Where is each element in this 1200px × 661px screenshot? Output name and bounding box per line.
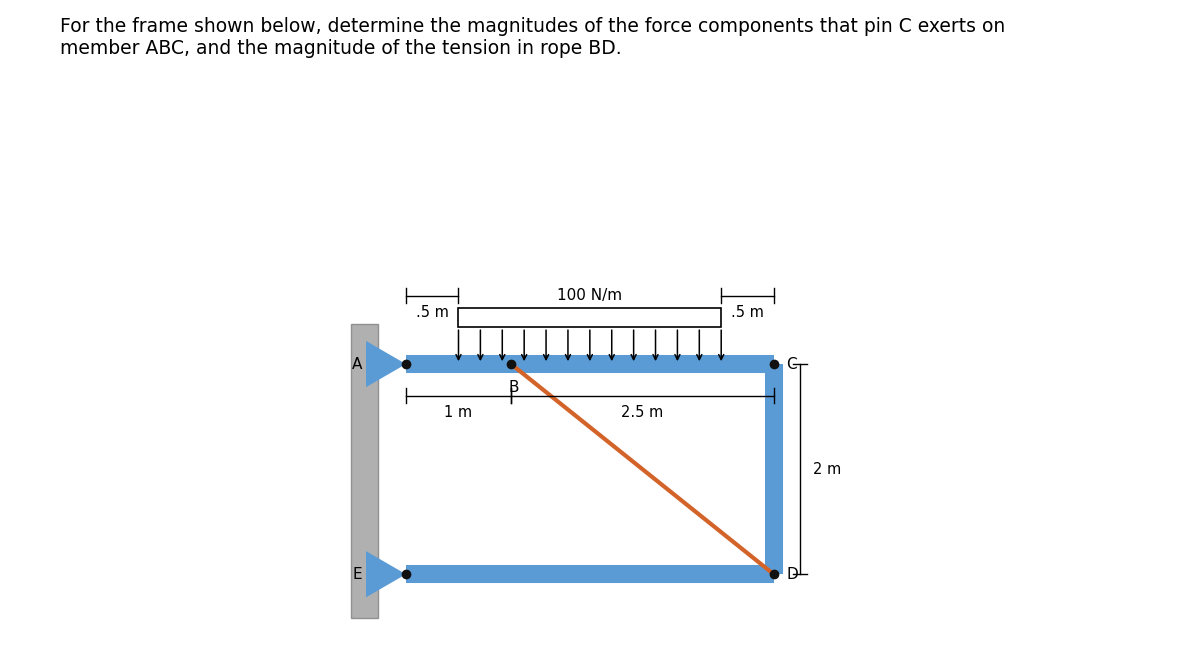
Text: 100 N/m: 100 N/m bbox=[557, 288, 623, 303]
Bar bbox=[352, 324, 378, 618]
Text: B: B bbox=[509, 380, 520, 395]
Text: A: A bbox=[352, 356, 362, 371]
Text: 2.5 m: 2.5 m bbox=[622, 405, 664, 420]
Text: For the frame shown below, determine the magnitudes of the force components that: For the frame shown below, determine the… bbox=[60, 17, 1006, 58]
Text: D: D bbox=[786, 566, 798, 582]
Polygon shape bbox=[366, 341, 406, 387]
Bar bbox=[458, 309, 721, 327]
Polygon shape bbox=[366, 551, 406, 598]
Text: 1 m: 1 m bbox=[444, 405, 473, 420]
Text: 2 m: 2 m bbox=[812, 461, 841, 477]
Text: .5 m: .5 m bbox=[731, 305, 764, 320]
Text: C: C bbox=[786, 356, 797, 371]
Text: .5 m: .5 m bbox=[415, 305, 449, 320]
Text: E: E bbox=[352, 566, 362, 582]
